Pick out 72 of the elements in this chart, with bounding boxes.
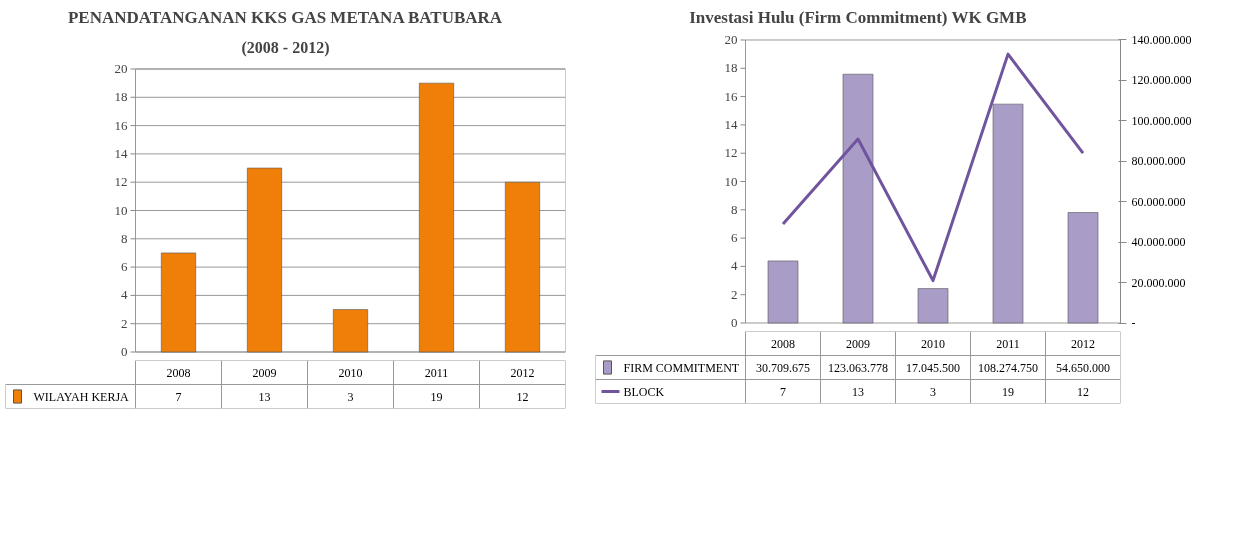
y-tick-label: 8 bbox=[731, 201, 738, 217]
data-label: 12 bbox=[1077, 384, 1089, 399]
y-tick-label: 4 bbox=[731, 258, 738, 274]
y2-tick-label: 20.000.000 bbox=[1131, 275, 1186, 290]
bar bbox=[842, 73, 874, 324]
x-tick-label: 2012 bbox=[510, 365, 535, 380]
y2-tick-label: 120.000.000 bbox=[1131, 73, 1192, 88]
bar bbox=[333, 309, 368, 353]
bar bbox=[1067, 212, 1099, 324]
y-tick-label: 18 bbox=[724, 60, 738, 76]
legend-label: BLOCK bbox=[623, 384, 665, 399]
y-tick-label: 2 bbox=[731, 286, 738, 302]
data-label: 7 bbox=[780, 384, 786, 399]
bar bbox=[247, 167, 282, 353]
x-tick-label: 2008 bbox=[771, 336, 795, 351]
legend-label: WILAYAH KERJA bbox=[33, 389, 130, 404]
x-tick-label: 2012 bbox=[1071, 336, 1095, 351]
data-label: 30.709.675 bbox=[756, 360, 810, 375]
data-label: 13 bbox=[258, 389, 271, 404]
y-tick-label: 0 bbox=[731, 315, 738, 331]
bar bbox=[767, 260, 799, 324]
y2-tick-label: 60.000.000 bbox=[1131, 194, 1186, 209]
legend-label: FIRM COMMITMENT bbox=[623, 360, 740, 375]
y-tick-label: 4 bbox=[121, 287, 128, 303]
y-tick-label: 16 bbox=[114, 117, 128, 133]
y2-tick-label: - bbox=[1131, 316, 1136, 331]
line-series bbox=[781, 52, 1085, 283]
data-label: 19 bbox=[1002, 384, 1014, 399]
y-tick-label: 12 bbox=[114, 174, 128, 190]
data-label: 13 bbox=[852, 384, 864, 399]
y2-tick-label: 140.000.000 bbox=[1131, 32, 1192, 47]
y-tick-label: 18 bbox=[114, 89, 128, 105]
bar bbox=[992, 103, 1024, 324]
x-tick-label: 2011 bbox=[996, 336, 1020, 351]
x-tick-label: 2011 bbox=[424, 365, 449, 380]
data-label: 3 bbox=[347, 389, 354, 404]
bar bbox=[505, 181, 540, 353]
data-label: 12 bbox=[516, 389, 529, 404]
y2-tick-label: 40.000.000 bbox=[1131, 235, 1186, 250]
x-tick-label: 2010 bbox=[921, 336, 945, 351]
bar bbox=[161, 252, 196, 353]
chart-title: PENANDATANGANAN KKS GAS METANA BATUBARA bbox=[67, 7, 503, 27]
y-tick-label: 16 bbox=[724, 88, 738, 104]
y2-tick-label: 80.000.000 bbox=[1131, 154, 1186, 169]
data-label: 123.063.778 bbox=[828, 360, 888, 375]
x-tick-label: 2010 bbox=[338, 365, 363, 380]
y-tick-label: 14 bbox=[114, 145, 128, 161]
y-tick-label: 6 bbox=[731, 230, 738, 246]
data-label: 108.274.750 bbox=[978, 360, 1038, 375]
y-tick-label: 6 bbox=[121, 259, 128, 275]
y2-tick-label: 100.000.000 bbox=[1131, 113, 1192, 128]
y-tick-label: 12 bbox=[724, 145, 738, 161]
y-tick-label: 10 bbox=[114, 202, 128, 218]
x-tick-label: 2008 bbox=[166, 365, 191, 380]
data-label: 17.045.500 bbox=[906, 360, 960, 375]
y-tick-label: 0 bbox=[121, 344, 128, 360]
y-tick-label: 20 bbox=[724, 31, 738, 47]
bar bbox=[419, 82, 454, 353]
chart-title: Investasi Hulu (Firm Commitment) WK GMB bbox=[689, 7, 1027, 27]
data-label: 7 bbox=[175, 389, 182, 404]
y-tick-label: 2 bbox=[121, 315, 128, 331]
data-label: 3 bbox=[930, 384, 936, 399]
x-tick-label: 2009 bbox=[846, 336, 870, 351]
y-tick-label: 14 bbox=[724, 116, 738, 132]
y-tick-label: 10 bbox=[724, 173, 738, 189]
y-tick-label: 20 bbox=[114, 60, 128, 76]
bar bbox=[917, 288, 949, 324]
y-tick-label: 8 bbox=[121, 230, 128, 246]
data-label: 54.650.000 bbox=[1056, 360, 1110, 375]
x-tick-label: 2009 bbox=[252, 365, 277, 380]
data-label: 19 bbox=[430, 389, 443, 404]
chart-subtitle: (2008 - 2012) bbox=[241, 38, 330, 57]
